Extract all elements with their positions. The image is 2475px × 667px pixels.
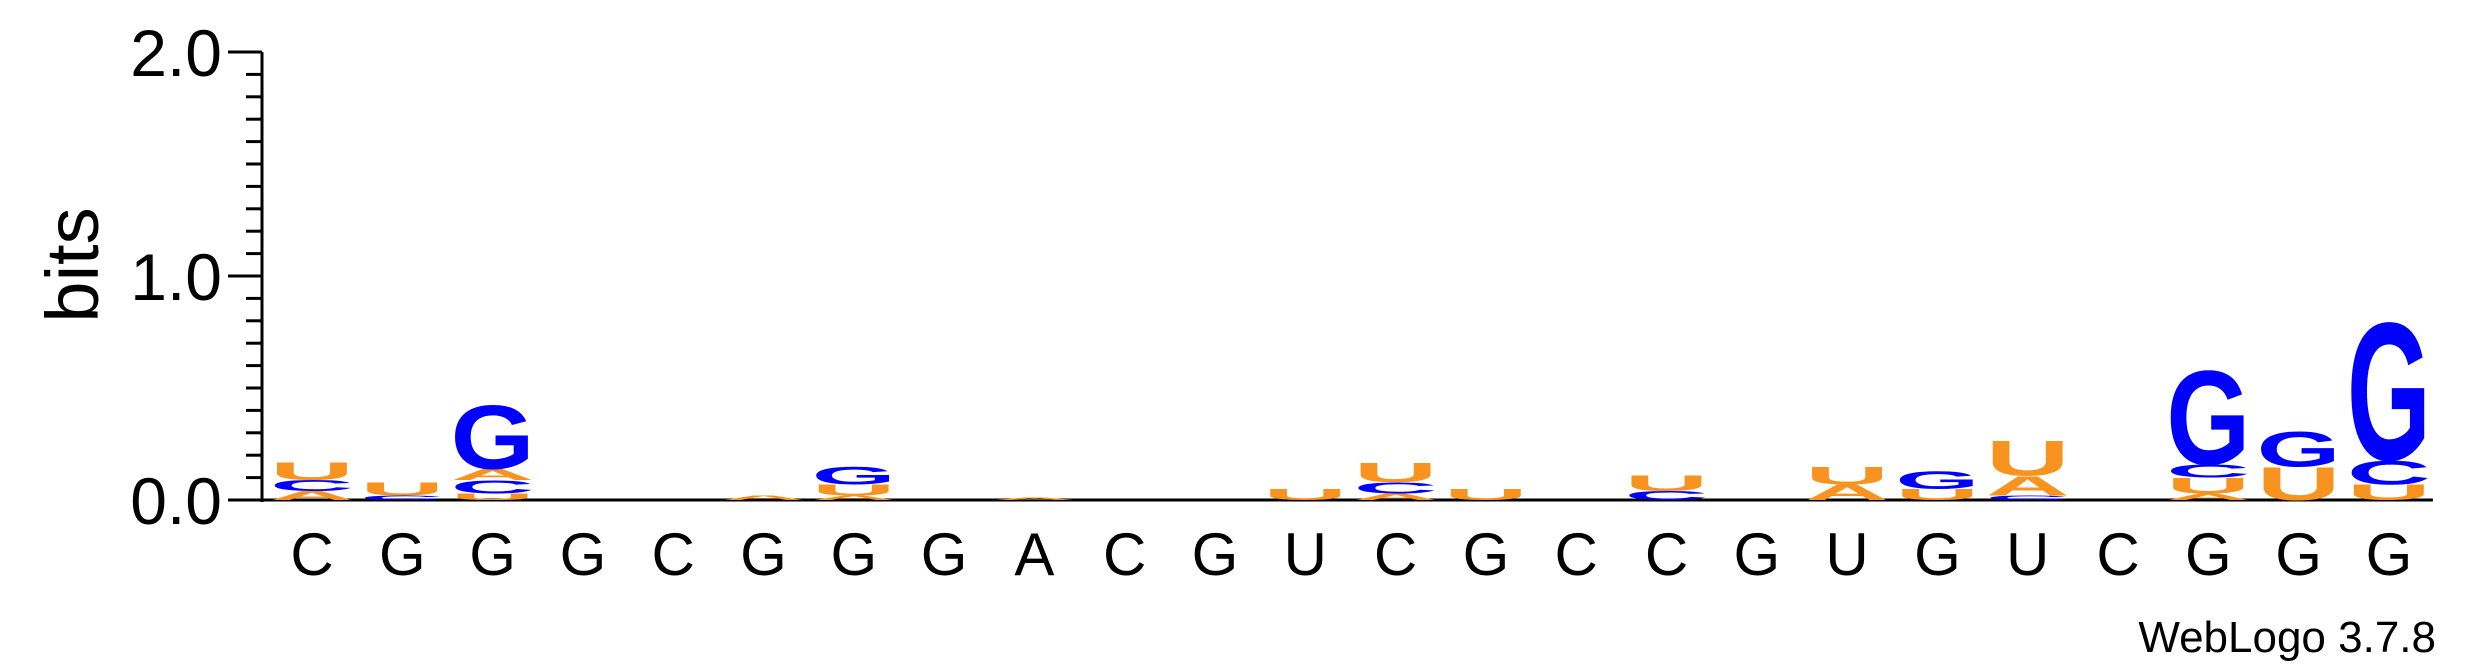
x-tick-label: U (1825, 521, 1868, 588)
x-tick-label: C (2096, 521, 2139, 588)
x-tick-label: C (1374, 521, 1417, 588)
y-tick-label: 2.0 (130, 16, 222, 90)
logo-letter-g: G (2257, 421, 2341, 477)
logo-letter-u: U (1895, 486, 1979, 504)
y-tick-label: 1.0 (130, 240, 222, 314)
x-tick-label: A (1014, 521, 1054, 588)
x-tick-label: G (1914, 521, 1961, 588)
x-tick-label: G (830, 521, 877, 588)
logo-letter-g: G (451, 388, 535, 489)
logo-letter-c: C (2166, 461, 2250, 482)
logo-letter-c: C (2347, 453, 2431, 492)
x-tick-label: U (2006, 521, 2049, 588)
logo-letter-u: U (2257, 458, 2341, 510)
logo-letter-g: G (2166, 343, 2250, 493)
y-axis: 0.0 1.0 2.0 (130, 16, 2433, 538)
x-tick-label: G (469, 521, 516, 588)
x-tick-label: U (1284, 521, 1327, 588)
logo-letter-u: U (451, 492, 535, 502)
logo-letter-c: C (451, 476, 535, 497)
x-tick-label: C (1645, 521, 1688, 588)
x-tick-label: G (1463, 521, 1510, 588)
logo-letter-g: G (2347, 281, 2431, 502)
logo-letter-a: A (722, 494, 806, 501)
logo-letter-a: A (1354, 492, 1438, 502)
y-tick-label: 0.0 (130, 464, 222, 538)
logo-letter-u: U (1805, 462, 1889, 490)
logo-letter-u: U (1444, 486, 1528, 504)
x-tick-label: G (921, 521, 968, 588)
logo-letter-u: U (360, 479, 444, 500)
x-tick-label: G (1192, 521, 1239, 588)
x-tick-label: C (1103, 521, 1146, 588)
x-tick-label: G (740, 521, 787, 588)
logo-letter-u: U (1625, 471, 1709, 496)
logo-letter-u: U (2347, 480, 2431, 505)
logo-letter-c: C (360, 494, 444, 501)
x-tick-label: G (560, 521, 607, 588)
logo-letter-a: A (1986, 470, 2070, 502)
x-tick-label: C (1555, 521, 1598, 588)
x-tick-label: G (2185, 521, 2232, 588)
x-tick-label: C (652, 521, 695, 588)
y-axis-label: bits (31, 207, 114, 322)
logo-letter-u: U (270, 457, 354, 485)
x-tick-label: G (379, 521, 426, 588)
x-tick-label: G (2275, 521, 2322, 588)
logo-letter-c: C (1986, 494, 2070, 501)
logo-letter-c: C (270, 477, 354, 495)
logo-letter-a: A (2166, 492, 2250, 502)
x-tick-label: G (1733, 521, 1780, 588)
weblogo-credit: WebLogo 3.7.8 (2138, 613, 2436, 662)
logo-letter-a: A (270, 489, 354, 503)
x-tick-label: G (2366, 521, 2413, 588)
logo-letter-u: U (812, 481, 896, 499)
logo-letter-g: G (812, 462, 896, 490)
logo-letter-a: A (1805, 480, 1889, 505)
logo-letter-a: A (451, 466, 535, 484)
logo-letter-a: A (812, 494, 896, 501)
logo-letter-u: U (1986, 430, 2070, 486)
logo-letter-u: U (2166, 473, 2250, 498)
logo-letter-a: A (992, 497, 1076, 500)
logo-letter-c: C (1354, 479, 1438, 497)
logo-letter-u: U (1354, 456, 1438, 488)
logo-letter-g: G (1895, 466, 1979, 494)
x-tick-label: C (290, 521, 333, 588)
logo-letter-u: U (1263, 486, 1347, 504)
logo-letter-c: C (1625, 489, 1709, 503)
